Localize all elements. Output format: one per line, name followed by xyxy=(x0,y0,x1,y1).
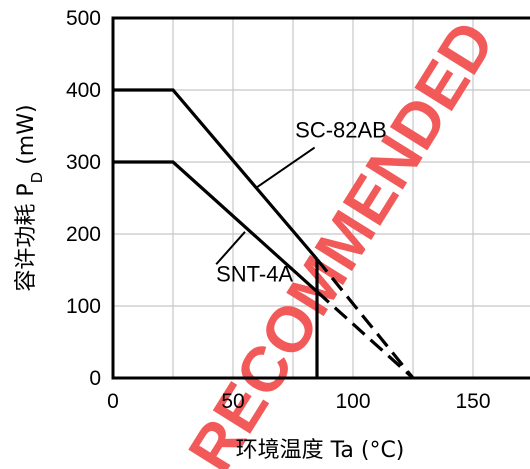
series-leader-snt-4a xyxy=(215,231,246,265)
series-dashed-snt-4a xyxy=(315,290,415,380)
plot-frame xyxy=(111,16,530,380)
series-line-sc-82ab xyxy=(113,88,319,261)
y-axis-title-unit: (mW) xyxy=(14,104,39,171)
series-label-snt-4a: SNT-4A xyxy=(216,262,293,287)
y-tick-label-0: 0 xyxy=(89,367,101,390)
y-axis-title-subscript: D xyxy=(28,172,46,184)
y-axis-title-main: 容许功耗 P xyxy=(14,183,39,291)
y-tick-label-200: 200 xyxy=(66,223,101,246)
series-line-snt-4a xyxy=(113,160,319,293)
grid-lines xyxy=(113,18,530,378)
y-tick-label-400: 400 xyxy=(66,79,101,102)
y-tick-label-300: 300 xyxy=(66,151,101,174)
x-axis-title: 环境温度 Ta (°C) xyxy=(236,438,405,463)
x-tick-label-0: 0 xyxy=(107,390,119,413)
series-leader-sc-82ab xyxy=(256,146,316,189)
x-tick-label-150: 150 xyxy=(455,390,490,413)
series-dashed-sc-82ab xyxy=(315,258,415,380)
y-tick-label-500: 500 xyxy=(66,7,101,30)
y-tick-label-100: 100 xyxy=(66,295,101,318)
series-labels: SC-82AB SNT-4A xyxy=(215,118,387,287)
x-tick-label-50: 50 xyxy=(221,390,244,413)
y-axis-title: 容许功耗 PD (mW) xyxy=(14,104,46,291)
tick-labels: 0 50 100 150 0 100 200 300 400 500 xyxy=(66,7,491,413)
x-tick-label-100: 100 xyxy=(335,390,370,413)
series-label-sc-82ab: SC-82AB xyxy=(295,118,387,143)
series-layer xyxy=(113,88,415,380)
